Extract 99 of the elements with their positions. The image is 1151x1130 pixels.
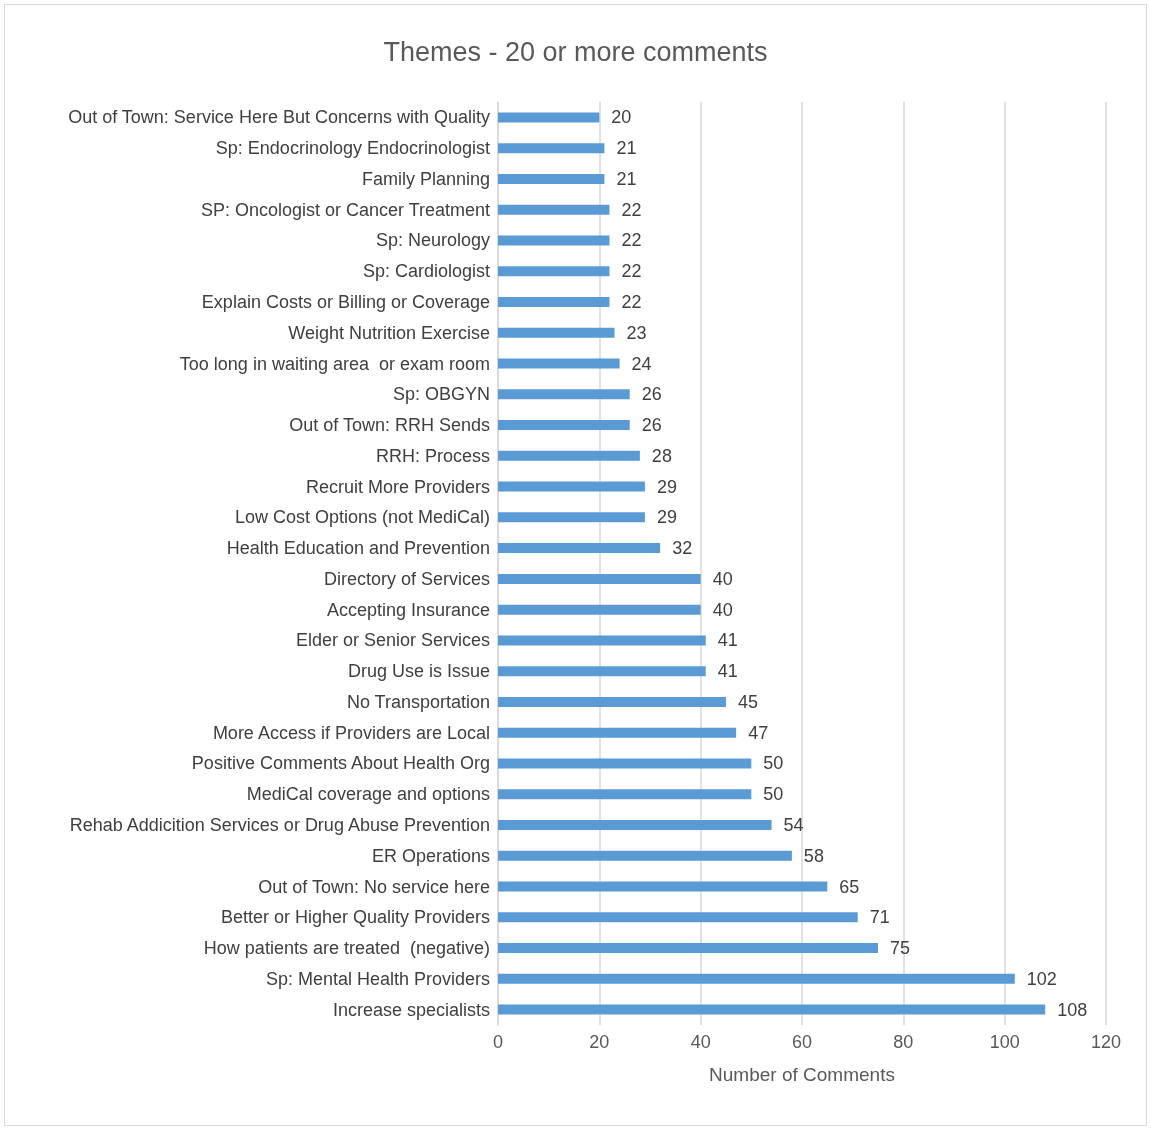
y-tick-label: Positive Comments About Health Org [191, 753, 490, 774]
bar [498, 420, 630, 431]
x-tick-label: 20 [589, 1032, 610, 1052]
y-tick-label: Family Planning [361, 168, 490, 189]
data-label: 28 [651, 445, 672, 466]
bar [498, 266, 610, 277]
y-tick-label: How patients are treated (negative) [203, 938, 490, 959]
bar [498, 635, 706, 646]
y-tick-label: Explain Costs or Billing or Coverage [201, 291, 490, 312]
data-label: 21 [616, 138, 637, 159]
bar [498, 235, 610, 246]
y-tick-label: Increase specialists [332, 999, 490, 1020]
data-label: 26 [641, 415, 662, 436]
bar [498, 666, 706, 677]
data-label: 22 [621, 291, 642, 312]
y-tick-label: Out of Town: Service Here But Concerns with Quality [68, 107, 490, 128]
data-label: 41 [717, 630, 738, 651]
data-label: 50 [763, 753, 784, 774]
y-tick-label: Sp: Endocrinology Endocrinologist [215, 138, 490, 159]
bar [498, 543, 661, 554]
data-label: 22 [621, 199, 642, 220]
data-label: 65 [839, 876, 860, 897]
y-tick-label: Weight Nutrition Exercise [288, 322, 490, 343]
y-tick-label: Out of Town: No service here [258, 876, 490, 897]
data-label: 47 [748, 722, 769, 743]
y-tick-label: Directory of Services [323, 568, 490, 589]
bar [498, 912, 858, 923]
data-label: 32 [672, 538, 693, 559]
data-label: 40 [712, 599, 733, 620]
bar [498, 696, 726, 707]
y-tick-label: Too long in waiting area or exam room [179, 353, 490, 374]
y-tick-label: Sp: OBGYN [392, 384, 490, 405]
data-label: 41 [717, 661, 738, 682]
data-label: 45 [738, 691, 759, 712]
x-tick-label: 40 [690, 1032, 711, 1052]
bar [498, 481, 645, 492]
x-axis-title: Number of Comments [709, 1064, 895, 1085]
y-tick-label: Accepting Insurance [326, 599, 490, 620]
x-tick-label: 60 [791, 1032, 813, 1052]
bar [498, 758, 752, 769]
bar [498, 512, 645, 523]
bar [498, 1004, 1046, 1015]
data-label: 75 [890, 938, 911, 959]
data-label: 54 [783, 815, 804, 836]
data-label: 50 [763, 784, 784, 805]
data-label: 21 [616, 168, 637, 189]
y-tick-label: Recruit More Providers [305, 476, 490, 497]
y-tick-label: Health Education and Prevention [226, 538, 490, 559]
y-tick-label: No Transportation [346, 691, 490, 712]
bar [498, 389, 630, 400]
y-tick-label: RRH: Process [375, 445, 490, 466]
bar [498, 820, 772, 831]
y-tick-label: Elder or Senior Services [295, 630, 490, 651]
y-tick-label: Sp: Mental Health Providers [265, 968, 490, 989]
data-label: 58 [803, 845, 824, 866]
bar [498, 358, 620, 369]
y-tick-label: Sp: Cardiologist [362, 261, 490, 282]
bar [498, 296, 610, 307]
data-label: 108 [1057, 999, 1088, 1020]
x-tick-label: 80 [893, 1032, 914, 1052]
y-tick-label: ER Operations [371, 845, 490, 866]
bar [498, 327, 615, 338]
bar [498, 112, 600, 123]
y-tick-label: Better or Higher Quality Providers [220, 907, 490, 928]
data-label: 20 [611, 107, 632, 128]
bar [498, 789, 752, 800]
y-tick-label: SP: Oncologist or Cancer Treatment [200, 199, 490, 220]
data-label: 23 [626, 322, 647, 343]
x-tick-label: 120 [1090, 1032, 1122, 1052]
data-label: 102 [1026, 968, 1057, 989]
data-label: 26 [641, 384, 662, 405]
data-label: 29 [656, 476, 677, 497]
y-tick-label: Sp: Neurology [375, 230, 490, 251]
bar [498, 204, 610, 215]
data-label: 22 [621, 261, 642, 282]
data-label: 24 [631, 353, 652, 374]
y-tick-label: MediCal coverage and options [246, 784, 490, 805]
data-label: 29 [656, 507, 677, 528]
bar [498, 943, 878, 954]
data-label: 22 [621, 230, 642, 251]
bar [498, 143, 605, 154]
data-label: 40 [712, 568, 733, 589]
bar [498, 604, 701, 615]
bar [498, 573, 701, 584]
y-tick-label: Drug Use is Issue [347, 661, 490, 682]
chart-title: Themes - 20 or more comments [383, 36, 768, 67]
data-label: 71 [869, 907, 890, 928]
bar [498, 727, 737, 738]
y-tick-label: Low Cost Options (not MediCal) [234, 507, 490, 528]
bar [498, 450, 640, 461]
y-tick-label: Rehab Addicition Services or Drug Abuse Prevention [69, 815, 490, 836]
y-tick-label: Out of Town: RRH Sends [289, 415, 490, 436]
bar [498, 973, 1015, 984]
x-tick-label: 0 [492, 1032, 504, 1052]
x-tick-label: 100 [989, 1032, 1020, 1052]
bar [498, 173, 605, 184]
y-tick-label: More Access if Providers are Local [212, 722, 490, 743]
bar [498, 850, 792, 861]
bar [498, 881, 828, 892]
